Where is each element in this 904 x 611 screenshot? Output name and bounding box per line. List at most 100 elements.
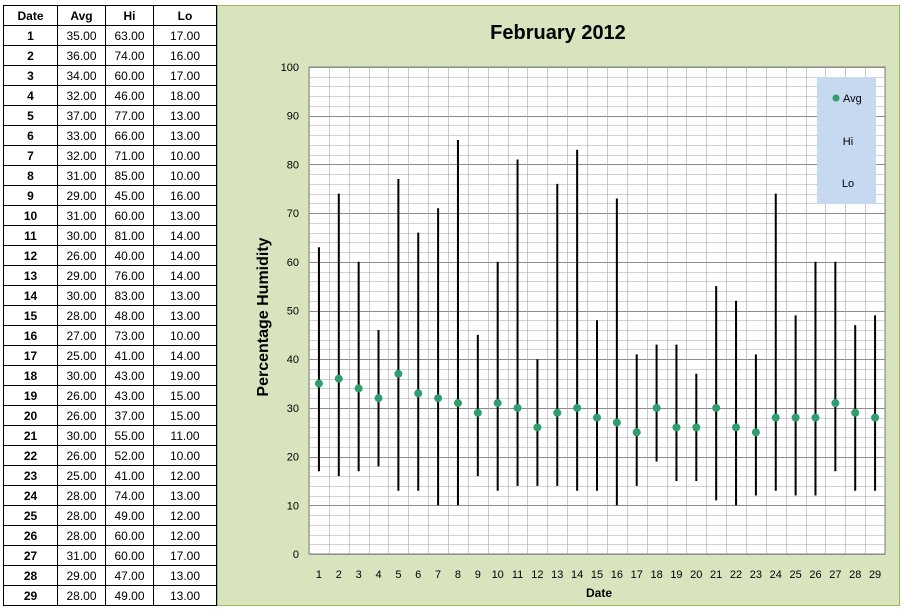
- cell-lo: 13.00: [153, 125, 217, 146]
- cell-lo: 14.00: [153, 225, 217, 246]
- cell-hi: 45.00: [105, 185, 154, 206]
- cell-lo: 19.00: [153, 365, 217, 386]
- cell-date: 29: [3, 585, 58, 606]
- table-body: 1 35.00 63.00 17.00 2 36.00 74.00 16.00 3 34.00 60…: [3, 25, 217, 606]
- cell-hi: 77.00: [105, 105, 154, 126]
- avg-markers: [314, 369, 880, 437]
- cell-avg: 37.00: [57, 105, 106, 126]
- avg-point: [811, 413, 820, 422]
- header-lo: Lo: [153, 5, 217, 26]
- cell-date: 6: [3, 125, 58, 146]
- x-tick-label: 29: [869, 569, 881, 581]
- table-row: 19 26.00 43.00 15.00: [3, 385, 217, 406]
- x-tick-label: 5: [395, 569, 401, 581]
- cell-avg: 29.00: [57, 185, 106, 206]
- table-row: 7 32.00 71.00 10.00: [3, 145, 217, 166]
- x-tick-label: 25: [789, 569, 801, 581]
- cell-hi: 40.00: [105, 245, 154, 266]
- table-row: 2 36.00 74.00 16.00: [3, 45, 217, 66]
- x-tick-label: 18: [650, 569, 662, 581]
- x-tick-label: 17: [631, 569, 643, 581]
- cell-date: 7: [3, 145, 58, 166]
- y-tick-label: 20: [287, 452, 299, 464]
- x-axis-ticks: 1 2 3 4 5 6 7 8 9 10 11 12 13 14 15 16 17 18 19 20 21 22 23 24 2…: [316, 569, 881, 581]
- cell-hi: 43.00: [105, 385, 154, 406]
- table-row: 3 34.00 60.00 17.00: [3, 65, 217, 86]
- cell-lo: 17.00: [153, 25, 217, 46]
- cell-hi: 55.00: [105, 425, 154, 446]
- cell-lo: 15.00: [153, 385, 217, 406]
- cell-lo: 13.00: [153, 105, 217, 126]
- cell-lo: 12.00: [153, 525, 217, 546]
- cell-avg: 26.00: [57, 245, 106, 266]
- y-tick-label: 80: [287, 159, 299, 171]
- cell-hi: 48.00: [105, 305, 154, 326]
- table-row: 8 31.00 85.00 10.00: [3, 165, 217, 186]
- avg-point: [692, 423, 701, 432]
- cell-hi: 74.00: [105, 45, 154, 66]
- cell-lo: 10.00: [153, 445, 217, 466]
- cell-date: 14: [3, 285, 58, 306]
- cell-date: 19: [3, 385, 58, 406]
- cell-hi: 47.00: [105, 565, 154, 586]
- cell-lo: 15.00: [153, 405, 217, 426]
- cell-lo: 14.00: [153, 245, 217, 266]
- x-tick-label: 2: [336, 569, 342, 581]
- cell-hi: 63.00: [105, 25, 154, 46]
- avg-point: [771, 413, 780, 422]
- table-row: 28 29.00 47.00 13.00: [3, 565, 217, 586]
- table-header-row: Date Avg Hi Lo: [3, 5, 217, 26]
- cell-hi: 60.00: [105, 205, 154, 226]
- table-row: 20 26.00 37.00 15.00: [3, 405, 217, 426]
- avg-point: [652, 403, 661, 412]
- x-tick-label: 6: [415, 569, 421, 581]
- cell-date: 5: [3, 105, 58, 126]
- x-tick-label: 15: [591, 569, 603, 581]
- cell-lo: 13.00: [153, 485, 217, 506]
- table-row: 16 27.00 73.00 10.00: [3, 325, 217, 346]
- cell-lo: 14.00: [153, 265, 217, 286]
- avg-point: [732, 423, 741, 432]
- cell-date: 16: [3, 325, 58, 346]
- avg-point: [751, 428, 760, 437]
- cell-hi: 76.00: [105, 265, 154, 286]
- cell-avg: 30.00: [57, 225, 106, 246]
- cell-hi: 37.00: [105, 405, 154, 426]
- x-tick-label: 26: [809, 569, 821, 581]
- x-tick-label: 22: [730, 569, 742, 581]
- cell-date: 3: [3, 65, 58, 86]
- table-row: 14 30.00 83.00 13.00: [3, 285, 217, 306]
- table-row: 11 30.00 81.00 14.00: [3, 225, 217, 246]
- avg-point: [672, 423, 681, 432]
- x-tick-label: 4: [375, 569, 381, 581]
- table-row: 6 33.00 66.00 13.00: [3, 125, 217, 146]
- x-tick-label: 20: [690, 569, 702, 581]
- x-tick-label: 27: [829, 569, 841, 581]
- avg-point: [334, 374, 343, 383]
- cell-lo: 11.00: [153, 425, 217, 446]
- x-tick-label: 16: [611, 569, 623, 581]
- header-date: Date: [3, 5, 58, 26]
- table-row: 18 30.00 43.00 19.00: [3, 365, 217, 386]
- table-row: 15 28.00 48.00 13.00: [3, 305, 217, 326]
- cell-lo: 10.00: [153, 325, 217, 346]
- table-row: 22 26.00 52.00 10.00: [3, 445, 217, 466]
- cell-hi: 74.00: [105, 485, 154, 506]
- cell-lo: 13.00: [153, 205, 217, 226]
- x-tick-label: 11: [512, 569, 523, 581]
- x-tick-label: 23: [750, 569, 762, 581]
- legend-avg-label: Avg: [843, 93, 862, 105]
- x-tick-label: 12: [531, 569, 543, 581]
- cell-avg: 28.00: [57, 485, 106, 506]
- cell-date: 18: [3, 365, 58, 386]
- cell-lo: 14.00: [153, 345, 217, 366]
- cell-avg: 31.00: [57, 205, 106, 226]
- cell-date: 9: [3, 185, 58, 206]
- cell-hi: 81.00: [105, 225, 154, 246]
- cell-avg: 28.00: [57, 525, 106, 546]
- cell-lo: 16.00: [153, 185, 217, 206]
- table-row: 4 32.00 46.00 18.00: [3, 85, 217, 106]
- cell-hi: 66.00: [105, 125, 154, 146]
- cell-avg: 32.00: [57, 85, 106, 106]
